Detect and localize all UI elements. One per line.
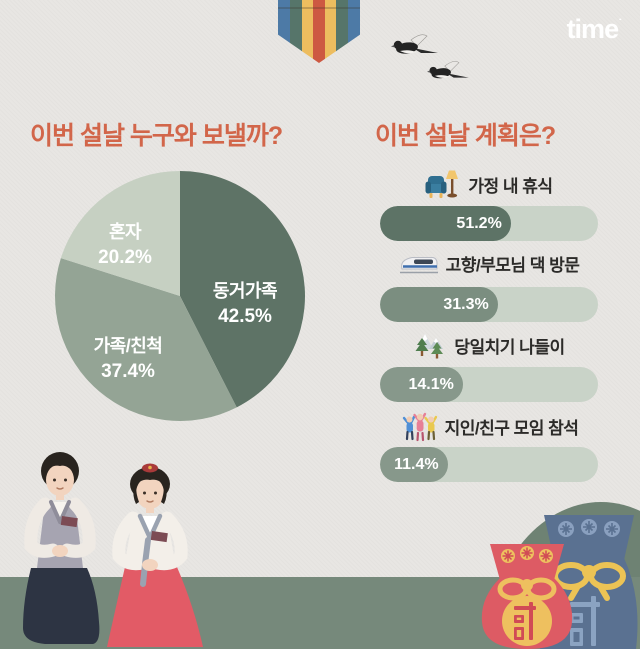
plan-bar-track: 51.2%: [380, 206, 598, 241]
plan-row-header: 가정 내 휴식: [380, 168, 598, 200]
friends-icon: [402, 412, 437, 442]
pennant-fold-line: [278, 7, 360, 9]
pie-label-honja: 혼자 20.2%: [98, 222, 152, 268]
plan-label: 고향/부모님 댁 방문: [445, 255, 580, 275]
pie-slice-gajok-chincheok: [55, 258, 237, 421]
lucky-bags-illustration: [481, 515, 638, 649]
plan-bar-fill: 51.2%: [380, 206, 511, 241]
plan-label: 가정 내 휴식: [468, 176, 553, 196]
pie-slice-honja: [60, 171, 180, 296]
plan-bar-fill: 31.3%: [380, 287, 498, 322]
pie-chart-title: 이번 설날 누구와 보낼까?: [30, 122, 283, 150]
pie-label-donggeo-gajok: 동거가족 42.5%: [212, 281, 278, 327]
magpie-icon: [391, 34, 438, 54]
plan-bar-fill: 14.1%: [380, 367, 463, 402]
plan-bar-track: 14.1%: [380, 367, 598, 402]
pennant-ribbon-decoration: [278, 0, 360, 63]
bok-glyph-red: [514, 602, 536, 640]
park-icon: [415, 334, 444, 359]
magpie-icon: [427, 61, 469, 79]
pie-label-gajok-chincheok: 가족/친척 37.4%: [93, 336, 163, 382]
plan-bar-track: 11.4%: [380, 447, 598, 482]
plan-bar-track: 31.3%: [380, 287, 598, 322]
logo-dot: ˙: [618, 16, 622, 31]
plan-row-header: 당일치기 나들이: [380, 330, 598, 360]
couch-lamp-icon: [425, 170, 459, 198]
plan-row-header: 지인/친구 모임 참석: [380, 410, 598, 442]
hanbok-woman: [107, 463, 203, 647]
bok-glyph-blue: [570, 596, 600, 646]
plan-label: 당일치기 나들이: [454, 337, 565, 357]
pie-slice-donggeo-gajok: [180, 171, 305, 408]
plan-bar-value: 31.3%: [443, 295, 489, 313]
pie-chart: [55, 171, 305, 421]
train-icon: [399, 257, 438, 274]
hanbok-man: [23, 452, 100, 644]
timo-logo: time˙: [556, 14, 632, 48]
lucky-bag-red: [481, 544, 573, 649]
bar-chart-title: 이번 설날 계획은?: [375, 122, 556, 150]
plan-row-header: 고향/부모님 댁 방문: [380, 250, 598, 276]
plan-label: 지인/친구 모임 참석: [444, 418, 579, 438]
plan-bar-fill: 11.4%: [380, 447, 448, 482]
plan-bar-value: 14.1%: [408, 375, 454, 393]
logo-text: time: [566, 14, 620, 44]
plan-bar-value: 51.2%: [456, 214, 502, 232]
plan-bar-value: 11.4%: [394, 455, 439, 473]
hanbok-couple-illustration: [23, 452, 203, 647]
